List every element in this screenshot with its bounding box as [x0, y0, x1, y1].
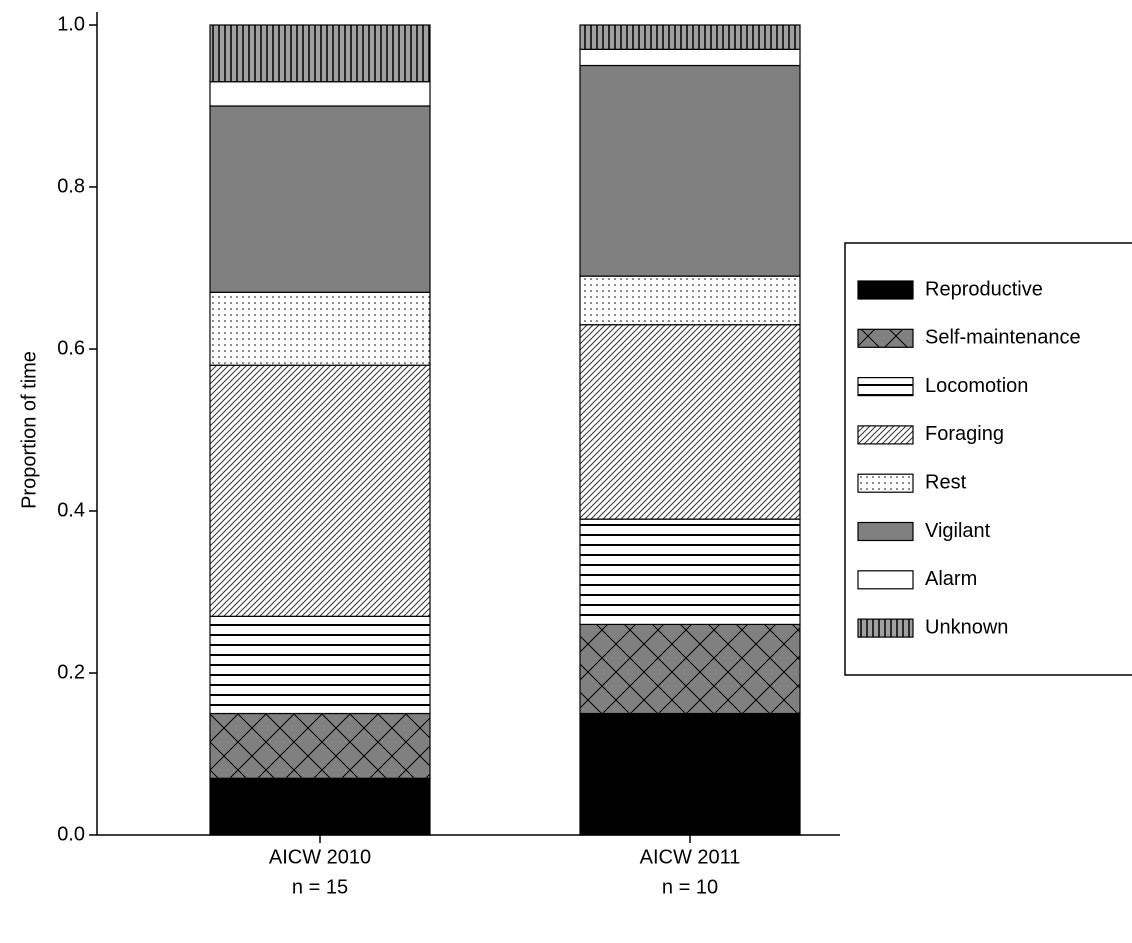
- bar-segment: [209, 777, 431, 836]
- bar-segment: [209, 712, 431, 779]
- legend-swatch: [857, 473, 914, 493]
- x-tick-label: n = 15: [292, 876, 348, 898]
- legend-swatch: [857, 280, 914, 300]
- bar-segment: [209, 24, 431, 83]
- legend-label: Alarm: [925, 568, 977, 590]
- y-tick-label: 0.0: [57, 823, 85, 845]
- y-tick-label: 0.6: [57, 337, 85, 359]
- bar-segment: [209, 615, 431, 715]
- legend-label: Reproductive: [925, 278, 1043, 300]
- legend-swatch: [857, 328, 914, 348]
- bar-segment: [209, 105, 431, 293]
- legend-swatch: [857, 425, 914, 445]
- legend-label: Unknown: [925, 616, 1008, 638]
- legend-label: Vigilant: [925, 520, 991, 542]
- bar-segment: [209, 81, 431, 107]
- bar-segment: [579, 48, 801, 67]
- legend-swatch: [857, 377, 914, 397]
- bar-segment: [579, 623, 801, 715]
- y-tick-label: 0.8: [57, 175, 85, 197]
- y-tick-label: 0.2: [57, 661, 85, 683]
- y-tick-label: 1.0: [57, 13, 85, 35]
- bar-segment: [579, 275, 801, 326]
- legend-box: [844, 242, 1132, 676]
- bar-segment: [209, 291, 431, 366]
- bar-segment: [579, 324, 801, 520]
- bar-segment: [209, 364, 431, 617]
- y-tick-label: 0.4: [57, 499, 85, 521]
- x-tick-label: AICW 2010: [269, 846, 371, 868]
- x-tick-label: n = 10: [662, 876, 718, 898]
- legend-swatch: [857, 570, 914, 590]
- x-tick-label: AICW 2011: [640, 846, 741, 868]
- legend-swatch: [857, 618, 914, 638]
- legend-label: Locomotion: [925, 375, 1028, 397]
- legend-label: Foraging: [925, 423, 1004, 445]
- bar-segment: [579, 64, 801, 277]
- bar-segment: [579, 518, 801, 625]
- y-axis-label: Proportion of time: [18, 351, 40, 509]
- bar-segment: [579, 712, 801, 836]
- legend-swatch: [857, 521, 914, 542]
- bar-segment: [579, 24, 801, 50]
- legend-label: Self-maintenance: [925, 327, 1081, 349]
- legend-label: Rest: [925, 471, 967, 493]
